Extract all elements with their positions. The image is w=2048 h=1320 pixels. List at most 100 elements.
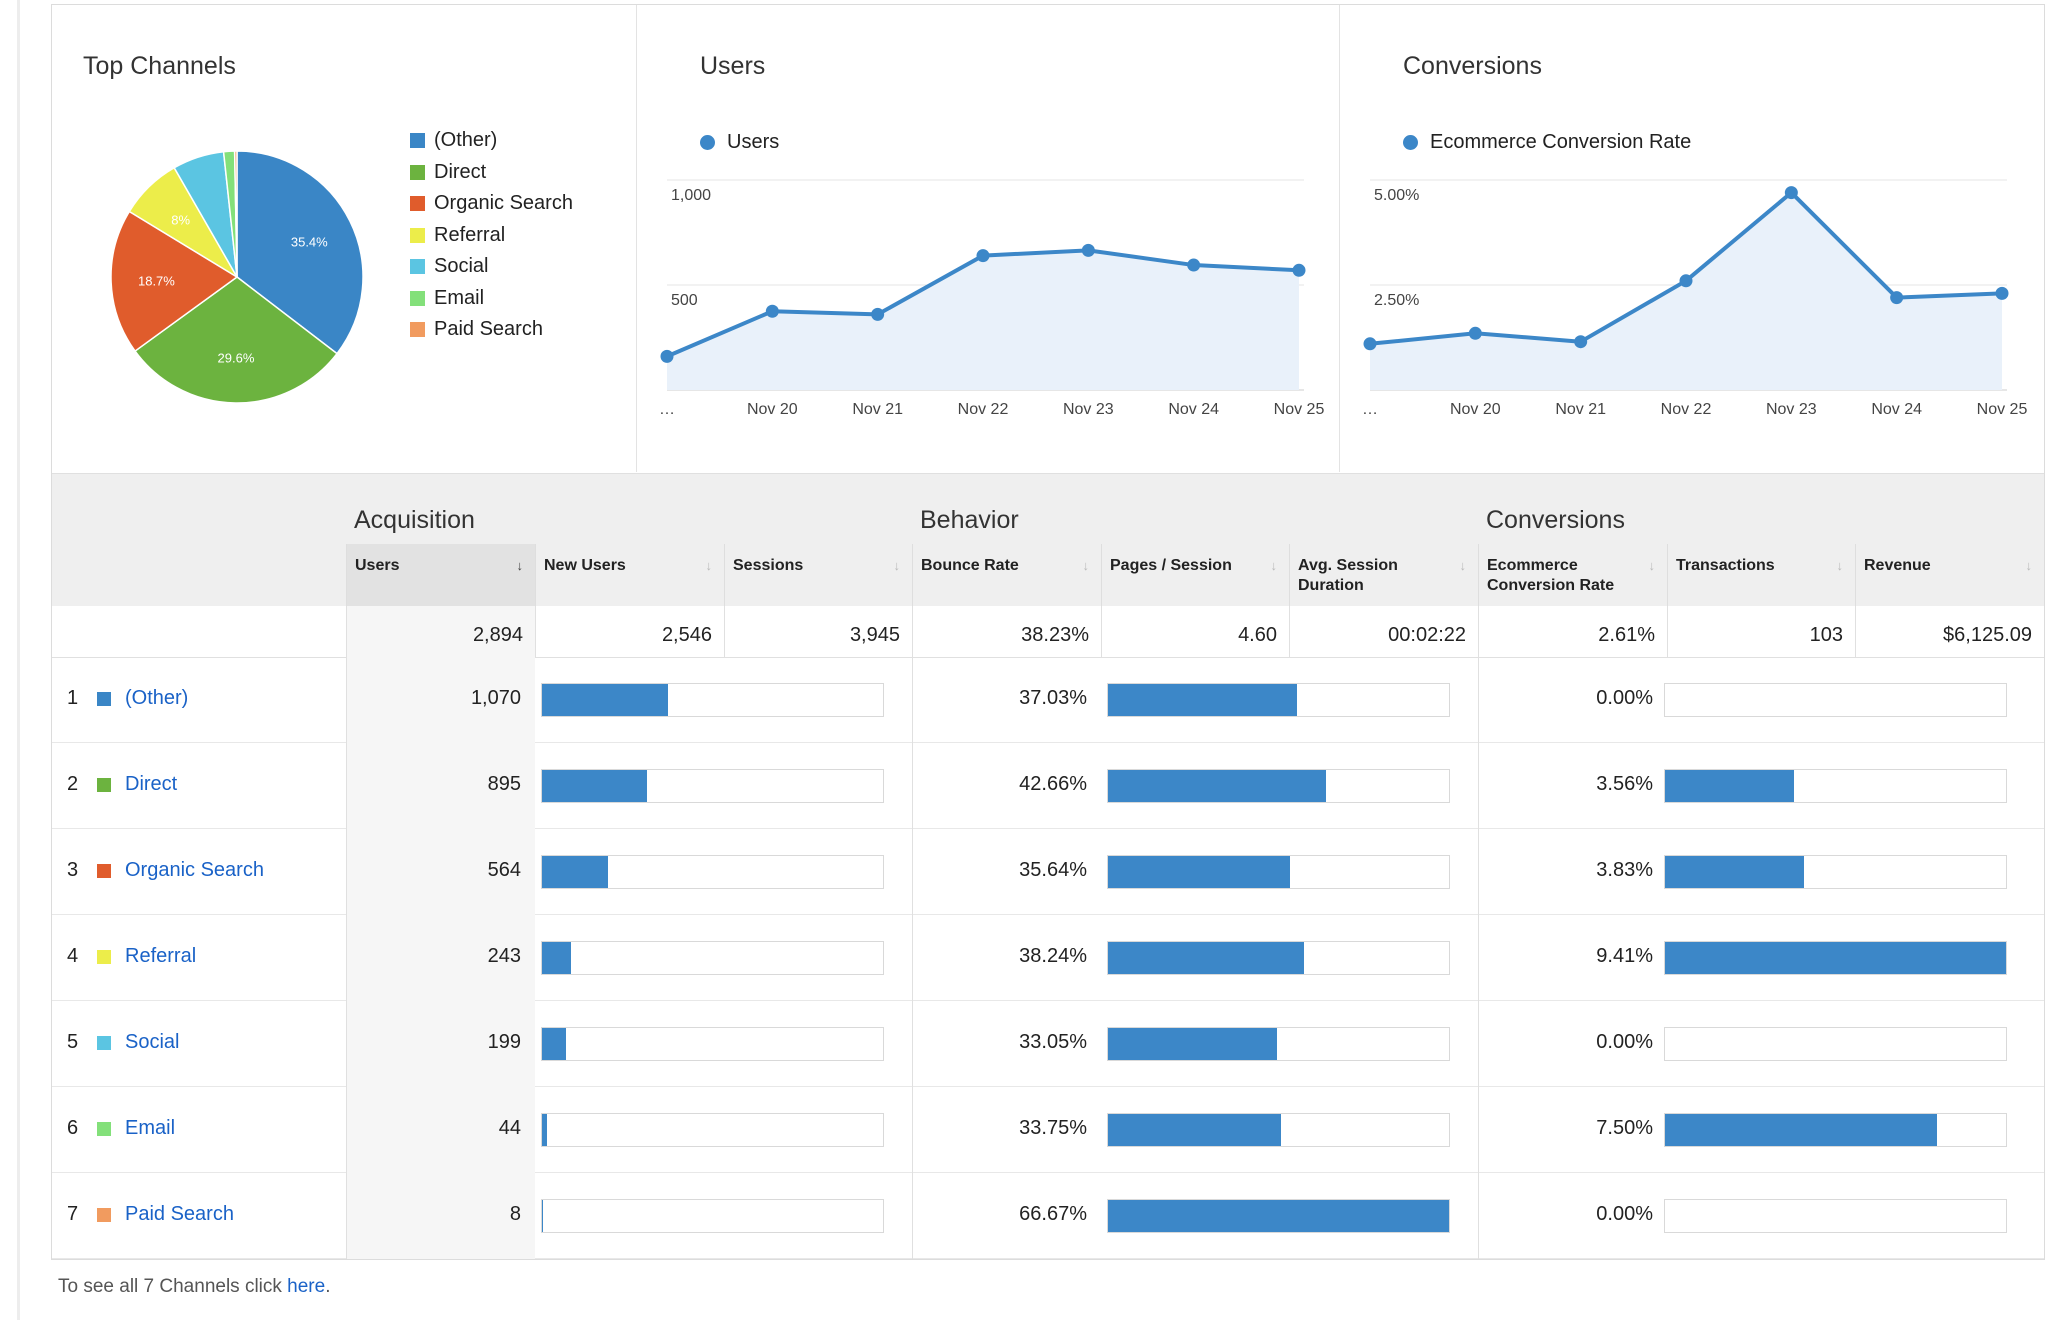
header-pages-session[interactable]: Pages / Session ↓ [1101,544,1289,606]
conversions-panel: Conversions Ecommerce Conversion Rate 5.… [1340,5,2044,472]
users-chart-title: Users [700,52,766,80]
legend-item[interactable]: Social [410,251,573,283]
data-point[interactable] [976,249,990,263]
pie-slice[interactable] [110,210,239,353]
channel-swatch-icon [97,1207,111,1222]
data-point[interactable] [1679,274,1693,288]
header-transactions-label: Transactions [1676,557,1775,574]
users-column-bg [346,1001,535,1087]
data-point[interactable] [1468,326,1482,340]
x-tick-label: Nov 21 [852,401,903,418]
total-revenue: $6,125.09 [1855,606,2044,657]
legend-item[interactable]: Referral [410,220,573,252]
data-point[interactable] [871,307,885,321]
total-conversion-rate: 2.61% [1478,606,1667,657]
pie-slice[interactable] [236,150,364,355]
data-point[interactable] [1081,243,1095,257]
data-point[interactable] [1574,335,1588,349]
conversion-rate-bar-fill [1665,1114,1937,1146]
channel-swatch-icon [97,1035,111,1050]
legend-swatch-icon [410,259,425,275]
bounce-rate-bar [1107,1199,1450,1233]
x-tick-label: Nov 24 [1871,401,1922,418]
header-users[interactable]: Users ↓ [346,544,535,606]
bounce-rate-value: 66.67% [1019,1203,1087,1225]
header-revenue-label: Revenue [1864,557,1931,574]
header-transactions[interactable]: Transactions ↓ [1667,544,1855,606]
channel-link[interactable]: (Other) [125,687,189,709]
users-line-chart[interactable]: 1,000 500 … Nov 20 Nov 21 Nov 22 Nov 23 Nov 24 N… [637,5,1339,472]
table-row: 5 Social 199 33.05% 0.00% [52,1001,2044,1087]
conversion-rate-bar [1664,769,2007,803]
conversions-legend-label: Ecommerce Conversion Rate [1430,131,1692,153]
legend-item[interactable]: Paid Search [410,314,573,346]
data-point[interactable] [765,304,779,318]
channel-label: 4 Referral [67,945,196,968]
users-column-bg [346,915,535,1001]
top-channels-pie-chart[interactable]: 35.4% 29.6% 18.7% 8% [77,125,377,425]
channel-link[interactable]: Email [125,1117,176,1139]
legend-label: (Other) [434,129,498,152]
data-point[interactable] [1187,258,1201,272]
table-row: 2 Direct 895 42.66% 3.56% [52,743,2044,829]
data-point[interactable] [660,349,674,363]
legend-item[interactable]: Email [410,283,573,315]
x-tick-label: Nov 22 [1661,401,1712,418]
users-column-bg [346,657,535,743]
header-new-users[interactable]: New Users ↓ [535,544,724,606]
see-all-channels-link[interactable]: here [287,1276,326,1297]
data-point[interactable] [1890,291,1904,305]
pie-slice[interactable] [134,276,339,404]
legend-label: Social [434,255,489,278]
data-point[interactable] [1363,337,1377,351]
header-avg-session-duration[interactable]: Avg. Session Duration ↓ [1289,544,1478,606]
pie-slice[interactable] [233,150,238,278]
bounce-rate-bar [1107,941,1450,975]
channel-label: 5 Social [67,1031,179,1054]
users-share-bar [541,1027,884,1061]
bounce-rate-bar-fill [1108,942,1304,974]
conversion-rate-value: 0.00% [1596,1203,1653,1225]
legend-label: Direct [434,160,487,183]
table-row: 1 (Other) 1,070 37.03% 0.00% [52,657,2044,743]
header-conversion-rate[interactable]: Ecommerce Conversion Rate ↓ [1478,544,1667,606]
channel-link[interactable]: Organic Search [125,859,264,881]
channel-label: 2 Direct [67,773,177,796]
channel-link[interactable]: Direct [125,773,178,795]
table-row: 3 Organic Search 564 35.64% 3.83% [52,829,2044,915]
bounce-rate-bar [1107,1113,1450,1147]
legend-item[interactable]: (Other) [410,125,573,157]
channel-link[interactable]: Social [125,1031,180,1053]
channel-link[interactable]: Paid Search [125,1203,234,1225]
legend-item[interactable]: Organic Search [410,188,573,220]
column-divider [912,915,913,1001]
header-bounce-rate[interactable]: Bounce Rate ↓ [912,544,1101,606]
pie-slice-label: 8% [171,212,190,227]
legend-item[interactable]: Direct [410,157,573,189]
x-tick-label: … [659,401,675,418]
column-divider [346,1001,347,1087]
users-column-bg [346,1173,535,1259]
users-share-bar-fill [542,856,609,888]
data-point[interactable] [1784,186,1798,200]
top-channels-title: Top Channels [83,52,236,80]
column-divider [1478,1001,1479,1087]
header-revenue[interactable]: Revenue ↓ [1855,544,2044,606]
conversion-rate-line-chart[interactable]: 5.00% 2.50% … Nov 20 Nov 21 Nov 22 Nov 23 Nov 2… [1340,5,2044,472]
users-column-bg [346,1087,535,1173]
header-sessions[interactable]: Sessions ↓ [724,544,912,606]
channel-swatch-icon [97,949,111,964]
users-value: 895 [487,773,521,795]
y-tick-label: 5.00% [1374,187,1419,204]
table-column-header: Users ↓ New Users ↓ Sessions ↓ Bounce Ra… [52,544,2044,606]
data-point[interactable] [1995,286,2009,300]
channel-link[interactable]: Referral [125,945,197,967]
group-behavior: Behavior [920,506,1019,534]
y-tick-label: 2.50% [1374,292,1419,309]
bounce-rate-value: 33.05% [1019,1031,1087,1053]
users-value: 564 [487,859,521,881]
sort-icon: ↓ [705,558,713,573]
column-divider [1478,743,1479,829]
bounce-rate-bar [1107,855,1450,889]
data-point[interactable] [1292,263,1306,277]
